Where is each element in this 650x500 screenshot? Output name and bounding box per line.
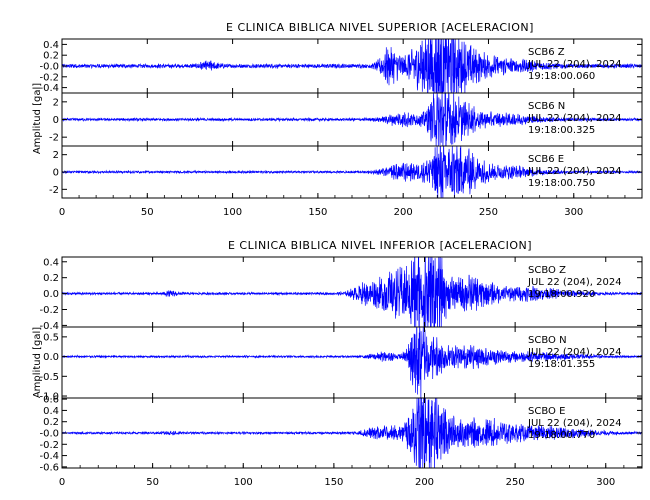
x-tick-label: 0 <box>59 207 65 218</box>
y-tick-label: -0.6 <box>39 462 59 473</box>
station-annotation: SCBO E <box>528 406 565 417</box>
y-tick-label: 2 <box>53 150 59 161</box>
y-tick-label: 0.2 <box>43 417 59 428</box>
y-tick-label: -0.4 <box>39 83 59 94</box>
y-tick-label: -0.0 <box>39 429 59 440</box>
x-tick-label: 300 <box>596 477 615 488</box>
station-annotation: JUL 22 (204), 2024 <box>527 277 622 288</box>
station-annotation: 19:18:00.750 <box>528 178 595 189</box>
y-tick-label: -0.0 <box>39 62 59 73</box>
x-tick-label: 300 <box>564 207 583 218</box>
station-annotation: 19:18:00.325 <box>528 125 595 136</box>
chart-1: E CLINICA BIBLICA NIVEL SUPERIOR [ACELER… <box>32 21 643 218</box>
y-tick-label: 0.4 <box>43 257 59 268</box>
x-tick-label: 100 <box>223 207 242 218</box>
x-tick-label: 250 <box>479 207 498 218</box>
station-annotation: 19:18:00.770 <box>528 430 595 441</box>
station-annotation: 19:18:01.355 <box>528 359 595 370</box>
x-tick-label: 50 <box>141 207 154 218</box>
station-annotation: SCB6 N <box>528 101 565 112</box>
station-annotation: JUL 22 (204), 2024 <box>527 418 622 429</box>
y-tick-label: 0 <box>53 115 59 126</box>
y-tick-label: 0.6 <box>43 395 59 406</box>
waveform-z <box>62 39 642 93</box>
y-axis-label: Amplitud [gal] <box>32 327 43 398</box>
y-tick-label: 0.2 <box>43 273 59 284</box>
station-annotation: JUL 22 (204), 2024 <box>527 59 622 70</box>
waveform-e <box>62 146 642 198</box>
waveform-e <box>62 398 642 468</box>
y-tick-label: 2 <box>53 97 59 108</box>
station-annotation: 19:18:00.060 <box>528 71 595 82</box>
y-tick-label: -0.5 <box>39 372 59 383</box>
station-annotation: SCB6 E <box>528 154 564 165</box>
y-tick-label: 0.2 <box>43 51 59 62</box>
y-tick-label: -0.2 <box>39 305 59 316</box>
station-annotation: JUL 22 (204), 2024 <box>527 113 622 124</box>
y-tick-label: -0.4 <box>39 321 59 332</box>
station-annotation: SCB6 Z <box>528 47 565 58</box>
y-axis-label: Amplitud [gal] <box>32 83 43 154</box>
x-tick-label: 150 <box>324 477 343 488</box>
station-annotation: 19:18:00.920 <box>528 289 595 300</box>
y-tick-label: -0.2 <box>39 440 59 451</box>
waveform-n <box>62 93 642 146</box>
y-tick-label: 0.4 <box>43 40 59 51</box>
y-tick-label: -0.4 <box>39 451 59 462</box>
waveform-n <box>62 327 642 398</box>
station-annotation: JUL 22 (204), 2024 <box>527 166 622 177</box>
y-tick-label: 0.0 <box>43 352 59 363</box>
y-tick-label: 0.4 <box>43 406 59 417</box>
x-tick-label: 150 <box>308 207 327 218</box>
y-tick-label: -2 <box>49 133 59 144</box>
x-tick-label: 250 <box>506 477 525 488</box>
x-tick-label: 100 <box>234 477 253 488</box>
x-tick-label: 0 <box>59 477 65 488</box>
y-tick-label: 0.0 <box>43 289 59 300</box>
y-tick-label: 0 <box>53 168 59 179</box>
chart-title: E CLINICA BIBLICA NIVEL INFERIOR [ACELER… <box>228 239 532 252</box>
y-tick-label: -0.2 <box>39 72 59 83</box>
y-tick-label: -2 <box>49 185 59 196</box>
station-annotation: SCBO N <box>528 335 567 346</box>
station-annotation: SCBO Z <box>528 265 566 276</box>
y-tick-label: 0.5 <box>43 332 59 343</box>
x-tick-label: 200 <box>394 207 413 218</box>
chart-2: E CLINICA BIBLICA NIVEL INFERIOR [ACELER… <box>32 239 643 488</box>
chart-title: E CLINICA BIBLICA NIVEL SUPERIOR [ACELER… <box>226 21 534 34</box>
x-tick-label: 200 <box>415 477 434 488</box>
waveform-z <box>62 257 642 327</box>
x-tick-label: 50 <box>146 477 159 488</box>
y-tick-label: -1.0 <box>39 392 59 403</box>
station-annotation: JUL 22 (204), 2024 <box>527 347 622 358</box>
